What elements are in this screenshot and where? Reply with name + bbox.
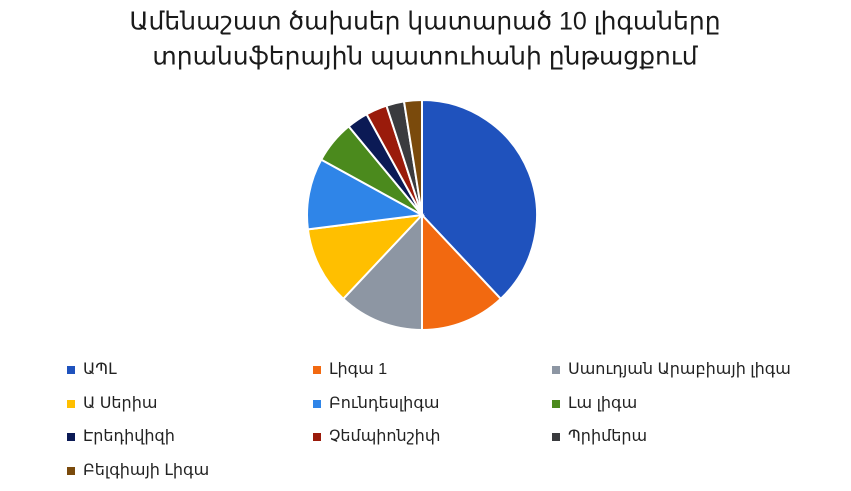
legend-label: Լա լիգա bbox=[568, 395, 637, 412]
legend-marker bbox=[67, 433, 75, 441]
chart-title: տրանսֆերային պատուհանի ընթացքում bbox=[152, 43, 698, 71]
legend-marker bbox=[552, 400, 560, 408]
legend-label: Լիգա 1 bbox=[329, 361, 387, 378]
legend-label: Էրեդիվիզի bbox=[83, 428, 175, 445]
legend-label: Բունդեսլիգա bbox=[329, 395, 439, 412]
legend-label: ԱՊԼ bbox=[83, 361, 117, 378]
legend-label: Բելգիայի Լիգա bbox=[83, 462, 209, 479]
chart-title: Ամենաշատ ծախսեր կատարած 10 լիգաները bbox=[129, 8, 720, 36]
pie-slice bbox=[402, 98, 423, 216]
legend-marker bbox=[313, 366, 321, 374]
legend-marker bbox=[552, 433, 560, 441]
legend-marker bbox=[313, 433, 321, 441]
pie-slice bbox=[421, 98, 538, 301]
legend-label: Ա Սերիա bbox=[83, 395, 157, 412]
pie-slice bbox=[306, 213, 425, 301]
legend-marker bbox=[67, 366, 75, 374]
legend-marker bbox=[552, 366, 560, 374]
legend-marker bbox=[67, 400, 75, 408]
legend-label: Սաուդյան Արաբիայի լիգա bbox=[568, 361, 791, 378]
pie-slice bbox=[306, 158, 426, 231]
pie-slice bbox=[341, 212, 423, 332]
legend-marker bbox=[313, 400, 321, 408]
legend-label: Չեմպիոնշիփ bbox=[329, 428, 440, 445]
pie-slice bbox=[421, 212, 503, 332]
legend-marker bbox=[67, 467, 75, 475]
legend-label: Պրիմերա bbox=[568, 428, 647, 445]
